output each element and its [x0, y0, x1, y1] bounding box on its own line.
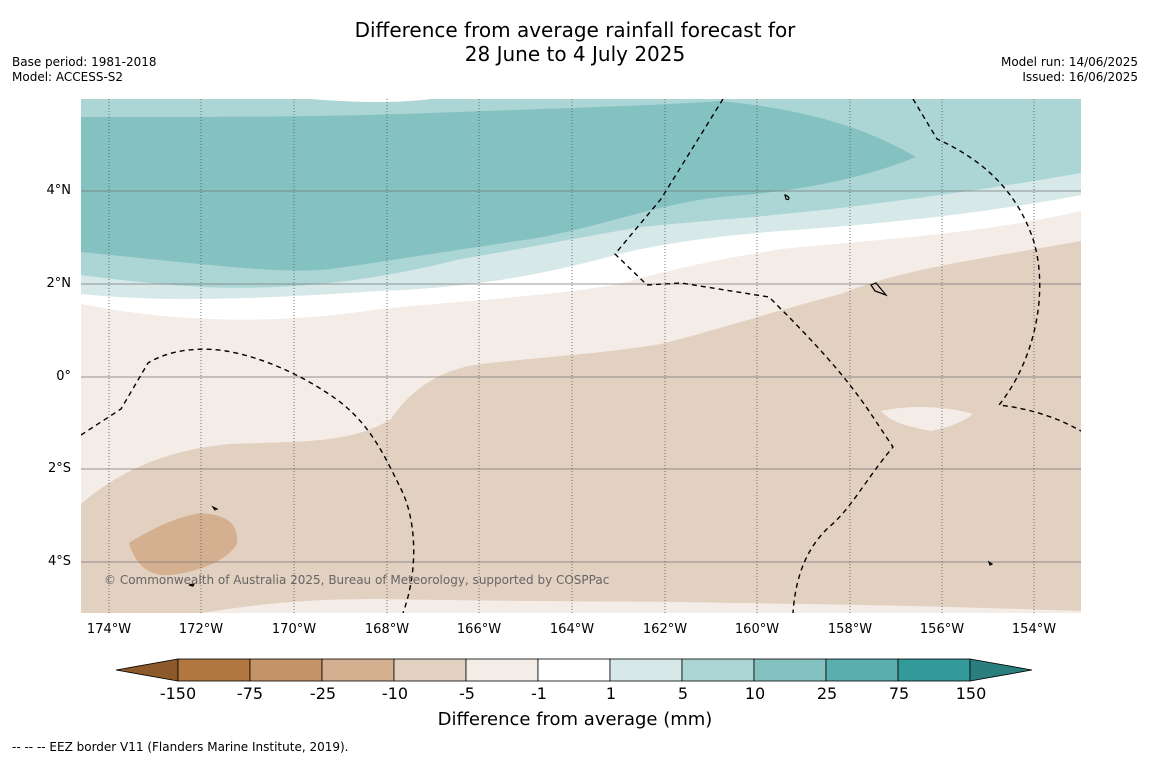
colorbar	[115, 658, 1033, 682]
model-name: Model: ACCESS-S2	[12, 70, 124, 84]
base-period: Base period: 1981-2018	[12, 55, 157, 69]
region-bottom-band	[201, 599, 1081, 613]
colorbar-segments	[115, 658, 1033, 682]
region-dark-brown	[129, 513, 238, 576]
colorbar-tick: 10	[744, 684, 766, 703]
meta-left: Base period: 1981-2018 Model: ACCESS-S2	[12, 55, 157, 85]
lon-label-158w: 158°W	[827, 622, 873, 637]
colorbar-tick: -150	[159, 684, 197, 703]
lat-label-2n: 2°N	[46, 276, 72, 291]
lon-label-174w: 174°W	[86, 622, 132, 637]
colorbar-segment	[609, 658, 683, 682]
lat-label-2s: 2°S	[47, 461, 71, 476]
colorbar-tick: -25	[309, 684, 337, 703]
lon-label-166w: 166°W	[456, 622, 502, 637]
copyright-notice: © Commonwealth of Australia 2025, Bureau…	[104, 573, 610, 587]
colorbar-segment	[537, 658, 611, 682]
eez-footer-note: -- -- -- EEZ border V11 (Flanders Marine…	[12, 740, 349, 754]
region-pale-patch	[881, 407, 973, 431]
colorbar-segment	[825, 658, 899, 682]
colorbar-tick: -5	[459, 684, 475, 703]
colorbar-tick: 25	[816, 684, 838, 703]
colorbar-tick: -10	[381, 684, 409, 703]
colorbar-tick: 150	[955, 684, 987, 703]
title-line-1: Difference from average rainfall forecas…	[354, 18, 796, 42]
colorbar-arrow-right	[969, 658, 1033, 682]
lat-label-0: 0°	[56, 369, 71, 384]
meta-right: Model run: 14/06/2025 Issued: 16/06/2025	[1001, 55, 1138, 85]
eez-borders	[81, 99, 1081, 613]
title-line-2: 28 June to 4 July 2025	[464, 42, 686, 66]
colorbar-segment	[321, 658, 395, 682]
islands	[188, 194, 994, 587]
map-svg	[81, 99, 1081, 613]
colorbar-segment	[393, 658, 467, 682]
colorbar-segment	[177, 658, 251, 682]
lon-label-172w: 172°W	[178, 622, 224, 637]
region-medium-teal	[81, 101, 916, 271]
lon-label-170w: 170°W	[271, 622, 317, 637]
colorbar-segment	[465, 658, 539, 682]
colorbar-segment	[897, 658, 971, 682]
chart-title: Difference from average rainfall forecas…	[0, 18, 1150, 66]
region-left-edge	[81, 429, 89, 454]
lon-label-160w: 160°W	[734, 622, 780, 637]
lat-label-4s: 4°S	[47, 554, 71, 569]
region-white-top	[311, 99, 431, 102]
colorbar-label: Difference from average (mm)	[437, 709, 713, 730]
rainfall-map	[81, 99, 1081, 613]
colorbar-tick: 75	[888, 684, 910, 703]
lon-label-154w: 154°W	[1011, 622, 1057, 637]
colorbar-arrow-left	[115, 658, 179, 682]
colorbar-tick: 5	[677, 684, 689, 703]
colorbar-tick: -75	[236, 684, 264, 703]
lat-gridlines	[81, 190, 1081, 563]
lon-label-156w: 156°W	[919, 622, 965, 637]
lon-label-164w: 164°W	[549, 622, 595, 637]
lat-label-4n: 4°N	[46, 183, 72, 198]
colorbar-segment	[753, 658, 827, 682]
colorbar-segment	[249, 658, 323, 682]
lon-label-162w: 162°W	[642, 622, 688, 637]
colorbar-tick: 1	[605, 684, 617, 703]
lon-label-168w: 168°W	[364, 622, 410, 637]
issued-date: Issued: 16/06/2025	[1022, 70, 1138, 84]
model-run: Model run: 14/06/2025	[1000, 55, 1138, 69]
colorbar-tick: -1	[531, 684, 547, 703]
colorbar-segment	[681, 658, 755, 682]
